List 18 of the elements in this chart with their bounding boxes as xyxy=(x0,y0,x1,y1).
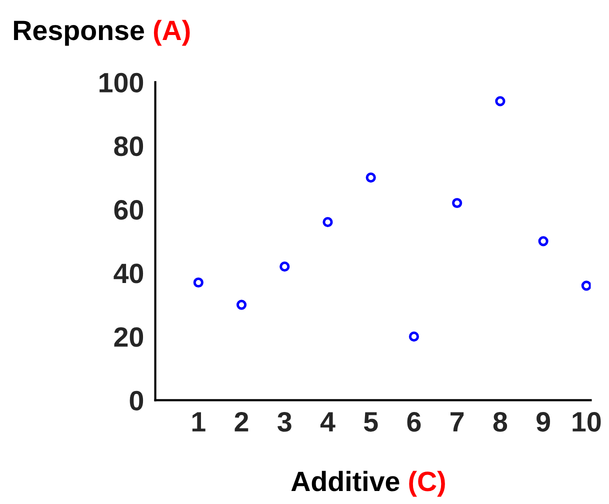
x-tick-label: 10 xyxy=(572,412,601,432)
x-tick-label: 8 xyxy=(493,412,508,432)
x-tick-label: 3 xyxy=(278,412,292,432)
chart-title: Response (A) xyxy=(14,20,190,46)
x-tick-label: 2 xyxy=(234,412,248,432)
y-tick-label: 20 xyxy=(114,327,144,347)
x-tick-label: 5 xyxy=(364,412,378,432)
x-tick-label: 4 xyxy=(320,412,336,432)
y-tick-label: 100 xyxy=(100,72,144,92)
x-tick-label: 1 xyxy=(192,412,206,432)
y-tick-label: 40 xyxy=(114,264,144,284)
y-tick-label: 80 xyxy=(114,136,144,156)
y-tick-label: 0 xyxy=(130,390,144,411)
x-axis-title: Additive (C) xyxy=(291,470,445,497)
x-tick-label: 9 xyxy=(536,412,550,432)
x-tick-label: 7 xyxy=(450,412,464,432)
x-tick-label: 6 xyxy=(407,412,421,432)
y-tick-label: 60 xyxy=(114,200,144,220)
